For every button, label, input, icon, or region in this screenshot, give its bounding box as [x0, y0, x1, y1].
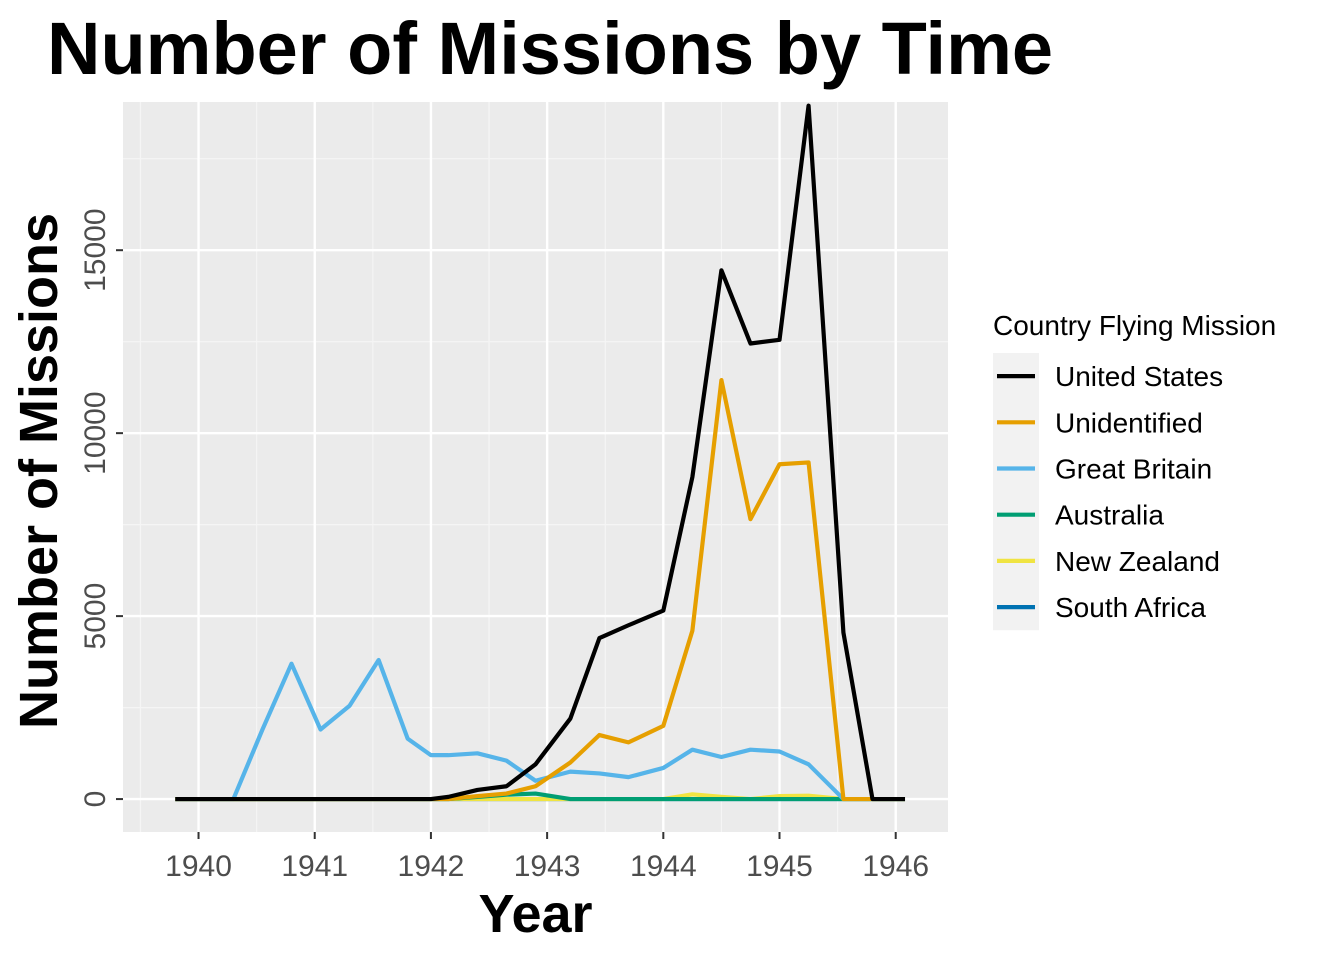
- y-tick-label: 5000: [79, 583, 112, 650]
- x-tick-label: 1945: [746, 850, 813, 883]
- axis-tick-labels: 1940 1941 1942 1943 1944 1945 1946 0 5000 10000 15…: [79, 208, 929, 883]
- legend-label-unidentified: Unidentified: [1055, 407, 1203, 438]
- legend-label-south-africa: South Africa: [1055, 592, 1206, 623]
- legend-keys-background: [993, 353, 1039, 631]
- series-lines: [175, 103, 906, 802]
- x-axis-title: Year: [478, 884, 592, 944]
- legend-label-united-states: United States: [1055, 361, 1223, 392]
- legend-items: United States Unidentified Great Britain Au…: [997, 361, 1223, 623]
- plot-panel: [123, 102, 948, 832]
- x-tick-label: 1941: [281, 850, 348, 883]
- series-line-united-states: [175, 103, 906, 802]
- y-axis-title: Number of Missions: [9, 213, 69, 729]
- x-tick-label: 1946: [862, 850, 929, 883]
- y-tick-label: 15000: [79, 208, 112, 291]
- legend-label-great-britain: Great Britain: [1055, 454, 1212, 485]
- legend-title: Country Flying Mission: [993, 310, 1276, 341]
- axis-ticks: [116, 249, 897, 839]
- x-tick-label: 1942: [398, 850, 465, 883]
- y-tick-label: 0: [79, 791, 112, 808]
- legend-label-new-zealand: New Zealand: [1055, 546, 1220, 577]
- y-tick-label: 10000: [79, 391, 112, 474]
- legend: Country Flying Mission United States Unid…: [993, 310, 1276, 631]
- chart-title: Number of Missions by Time: [47, 7, 1053, 90]
- legend-label-australia: Australia: [1055, 500, 1164, 531]
- x-tick-label: 1940: [165, 850, 232, 883]
- x-tick-label: 1944: [630, 850, 697, 883]
- x-tick-label: 1943: [514, 850, 581, 883]
- series-line-great-britain: [175, 657, 906, 802]
- minor-gridlines: [123, 102, 948, 832]
